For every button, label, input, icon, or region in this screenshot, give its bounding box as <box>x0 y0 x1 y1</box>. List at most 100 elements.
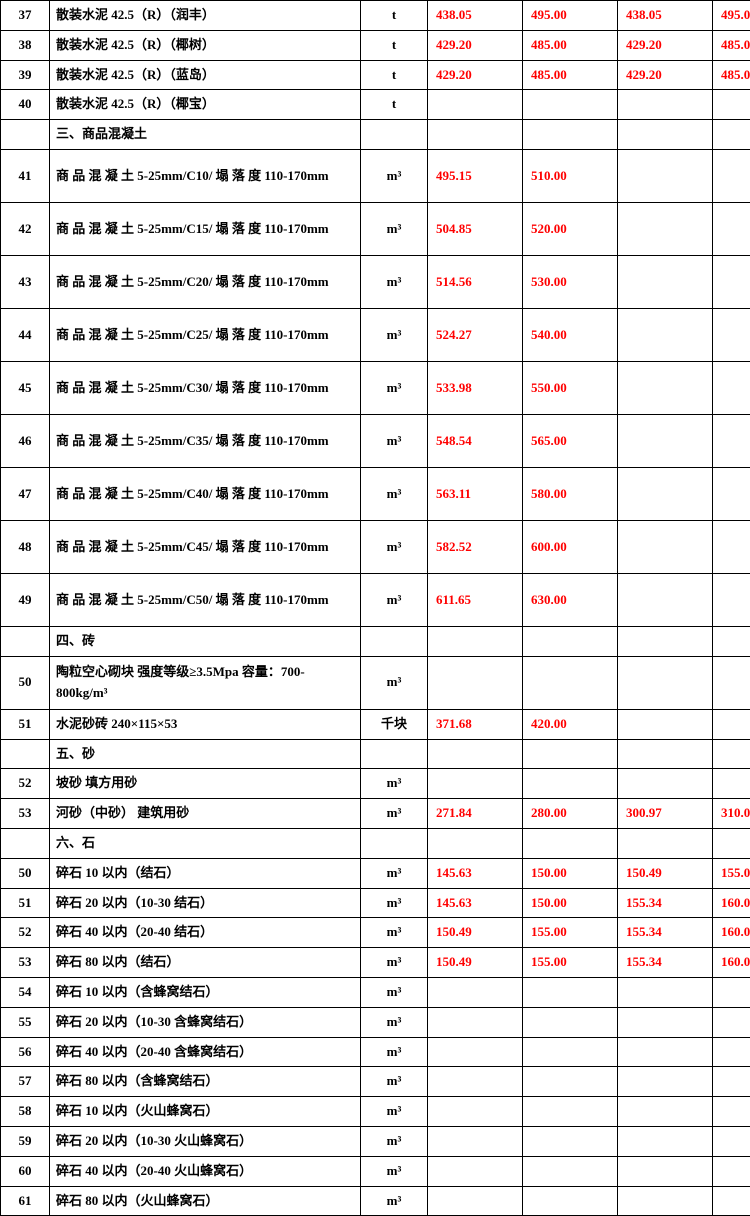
unit: m³ <box>361 1097 428 1127</box>
price-value-2: 485.00 <box>523 60 618 90</box>
unit: m³ <box>361 1126 428 1156</box>
price-value-4 <box>713 1186 750 1216</box>
row-index: 42 <box>1 202 50 255</box>
table-row: 38散装水泥 42.5（R）（椰树）t429.20485.00429.20485… <box>1 30 750 60</box>
material-name: 商 品 混 凝 土 5-25mm/C25/ 塌 落 度 110-170mm <box>50 308 361 361</box>
row-index: 53 <box>1 799 50 829</box>
price-value-3 <box>618 149 713 202</box>
row-index: 52 <box>1 918 50 948</box>
price-value-3 <box>618 1007 713 1037</box>
price-value-4 <box>713 828 750 858</box>
price-value-4 <box>713 1126 750 1156</box>
row-index: 45 <box>1 361 50 414</box>
material-name: 散装水泥 42.5（R）（椰宝） <box>50 90 361 120</box>
material-name: 五、砂 <box>50 739 361 769</box>
price-value-1 <box>428 656 523 709</box>
row-index: 39 <box>1 60 50 90</box>
table-row: 48商 品 混 凝 土 5-25mm/C45/ 塌 落 度 110-170mmm… <box>1 520 750 573</box>
price-value-4 <box>713 414 750 467</box>
price-value-3 <box>618 828 713 858</box>
price-value-2: 280.00 <box>523 799 618 829</box>
price-value-3 <box>618 120 713 150</box>
row-index: 41 <box>1 149 50 202</box>
unit: m³ <box>361 573 428 626</box>
price-value-2: 520.00 <box>523 202 618 255</box>
price-value-1: 271.84 <box>428 799 523 829</box>
table-row: 59碎石 20 以内（10-30 火山蜂窝石）m³ <box>1 1126 750 1156</box>
unit: t <box>361 60 428 90</box>
price-value-2: 150.00 <box>523 888 618 918</box>
row-index: 54 <box>1 977 50 1007</box>
price-value-1 <box>428 626 523 656</box>
row-index: 48 <box>1 520 50 573</box>
price-value-2 <box>523 977 618 1007</box>
row-index: 52 <box>1 769 50 799</box>
table-row: 39散装水泥 42.5（R）（蓝岛）t429.20485.00429.20485… <box>1 60 750 90</box>
price-value-3 <box>618 977 713 1007</box>
price-value-2 <box>523 1037 618 1067</box>
row-index: 43 <box>1 255 50 308</box>
unit <box>361 739 428 769</box>
unit: t <box>361 1 428 31</box>
row-index: 51 <box>1 709 50 739</box>
row-index <box>1 828 50 858</box>
material-name: 水泥砂砖 240×115×53 <box>50 709 361 739</box>
price-value-3 <box>618 1156 713 1186</box>
price-value-4 <box>713 120 750 150</box>
price-value-4: 485.00 <box>713 30 750 60</box>
price-value-1: 429.20 <box>428 60 523 90</box>
unit: m³ <box>361 799 428 829</box>
price-value-2: 155.00 <box>523 948 618 978</box>
price-value-3 <box>618 90 713 120</box>
row-index: 50 <box>1 858 50 888</box>
row-index: 55 <box>1 1007 50 1037</box>
price-value-2: 420.00 <box>523 709 618 739</box>
material-name: 商 品 混 凝 土 5-25mm/C10/ 塌 落 度 110-170mm <box>50 149 361 202</box>
price-value-2 <box>523 1067 618 1097</box>
price-value-2 <box>523 1156 618 1186</box>
price-value-1: 371.68 <box>428 709 523 739</box>
price-value-1: 150.49 <box>428 948 523 978</box>
price-value-1: 611.65 <box>428 573 523 626</box>
price-value-2 <box>523 1126 618 1156</box>
price-value-3 <box>618 1037 713 1067</box>
price-value-2: 485.00 <box>523 30 618 60</box>
table-row: 61碎石 80 以内（火山蜂窝石）m³ <box>1 1186 750 1216</box>
price-value-4: 155.00 <box>713 858 750 888</box>
price-value-2 <box>523 769 618 799</box>
price-value-3 <box>618 1126 713 1156</box>
price-value-3: 300.97 <box>618 799 713 829</box>
unit: 千块 <box>361 709 428 739</box>
price-value-1: 582.52 <box>428 520 523 573</box>
material-name: 碎石 10 以内（含蜂窝结石） <box>50 977 361 1007</box>
table-row: 54碎石 10 以内（含蜂窝结石）m³ <box>1 977 750 1007</box>
unit: m³ <box>361 1007 428 1037</box>
table-row: 53河砂（中砂） 建筑用砂m³271.84280.00300.97310.00 <box>1 799 750 829</box>
price-value-2: 600.00 <box>523 520 618 573</box>
price-value-1: 145.63 <box>428 858 523 888</box>
table-row: 49商 品 混 凝 土 5-25mm/C50/ 塌 落 度 110-170mmm… <box>1 573 750 626</box>
price-value-1 <box>428 828 523 858</box>
table-row: 42商 品 混 凝 土 5-25mm/C15/ 塌 落 度 110-170mmm… <box>1 202 750 255</box>
materials-price-table: 37散装水泥 42.5（R）（润丰）t438.05495.00438.05495… <box>0 0 750 1216</box>
row-index <box>1 120 50 150</box>
material-name: 碎石 10 以内（结石） <box>50 858 361 888</box>
unit <box>361 626 428 656</box>
price-value-1: 504.85 <box>428 202 523 255</box>
table-row: 57碎石 80 以内（含蜂窝结石）m³ <box>1 1067 750 1097</box>
price-value-2: 530.00 <box>523 255 618 308</box>
price-value-4 <box>713 626 750 656</box>
price-value-2: 510.00 <box>523 149 618 202</box>
price-value-1: 150.49 <box>428 918 523 948</box>
price-value-3 <box>618 626 713 656</box>
table-row: 53碎石 80 以内（结石）m³150.49155.00155.34160.00 <box>1 948 750 978</box>
unit: m³ <box>361 202 428 255</box>
table-row: 三、商品混凝土 <box>1 120 750 150</box>
price-value-4 <box>713 361 750 414</box>
material-name: 商 品 混 凝 土 5-25mm/C40/ 塌 落 度 110-170mm <box>50 467 361 520</box>
row-index <box>1 739 50 769</box>
price-value-2: 550.00 <box>523 361 618 414</box>
material-name: 碎石 80 以内（结石） <box>50 948 361 978</box>
price-value-1 <box>428 769 523 799</box>
price-value-4: 495.00 <box>713 1 750 31</box>
